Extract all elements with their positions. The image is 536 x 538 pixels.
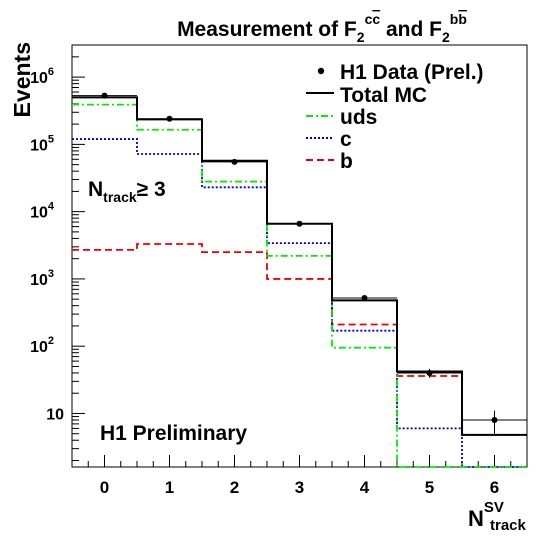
- data-point: [296, 220, 303, 227]
- preliminary-label: H1 Preliminary: [100, 422, 247, 445]
- data-point: [101, 92, 108, 99]
- data-point: [491, 416, 498, 423]
- legend-entry-uds: uds: [306, 106, 377, 129]
- x-label-main: N: [468, 506, 484, 531]
- y-tick-label: 10: [46, 406, 64, 423]
- x-tick-label: 0: [100, 478, 109, 497]
- x-tick-label: 5: [425, 478, 434, 497]
- x-label-sub: track: [490, 517, 527, 534]
- title-mid: and F: [380, 18, 442, 41]
- y-tick-label: 104: [30, 201, 55, 222]
- selection-sub: track: [103, 189, 137, 205]
- y-tick-label: 105: [30, 133, 54, 154]
- y-ticks: 10 102 103 104 105 106: [30, 44, 85, 461]
- y-axis-label: Events: [9, 42, 35, 117]
- y-tick-label: 102: [30, 335, 54, 356]
- title-sup2: b: [450, 11, 459, 27]
- x-axis-label: NSV track: [468, 499, 527, 534]
- series-c: [72, 138, 527, 468]
- series-total-mc: [72, 96, 527, 436]
- series-group: [72, 96, 527, 468]
- title-sub2: 2: [442, 29, 450, 45]
- data-point: [166, 115, 173, 122]
- title-prefix: Measurement of F: [177, 18, 357, 41]
- y-tick-label: 103: [30, 268, 54, 289]
- data-point: [231, 158, 238, 165]
- chart-title: Measurement of F2cc and F2bb: [177, 11, 467, 45]
- legend-label-uds: uds: [340, 106, 377, 129]
- legend-label-data: H1 Data (Prel.): [340, 61, 484, 84]
- legend-label-total-mc: Total MC: [340, 84, 427, 107]
- series-uds: [72, 103, 527, 468]
- legend-entry-c: c: [306, 128, 352, 151]
- title-sub1: 2: [357, 29, 365, 45]
- legend: H1 Data (Prel.) Total MC uds c b: [306, 61, 484, 173]
- legend-entry-data: H1 Data (Prel.): [317, 61, 484, 84]
- data-points: [72, 92, 527, 434]
- x-tick-label: 1: [165, 478, 174, 497]
- title-sup1: c: [365, 11, 373, 27]
- selection-rest: ≥ 3: [137, 178, 166, 201]
- title-sup2-bar: b: [458, 11, 467, 27]
- data-point: [426, 369, 433, 376]
- x-tick-label: 2: [230, 478, 239, 497]
- selection-main: N: [88, 178, 103, 201]
- data-point: [361, 295, 368, 302]
- legend-entry-b: b: [306, 150, 353, 173]
- title-sup1-bar: c: [372, 11, 380, 27]
- y-tick-label: 106: [30, 66, 54, 87]
- legend-entry-total-mc: Total MC: [306, 84, 427, 107]
- x-ticks: 0 1 2 3 4 5 6: [71, 455, 528, 497]
- series-b: [72, 243, 527, 436]
- x-tick-label: 6: [490, 478, 499, 497]
- legend-label-c: c: [340, 128, 352, 151]
- legend-marker-data: [317, 67, 325, 75]
- selection-annotation: Ntrack≥ 3: [88, 178, 166, 205]
- x-label-sup: SV: [484, 499, 504, 516]
- x-tick-label: 3: [295, 478, 304, 497]
- legend-label-b: b: [340, 150, 353, 173]
- x-tick-label: 4: [360, 478, 370, 497]
